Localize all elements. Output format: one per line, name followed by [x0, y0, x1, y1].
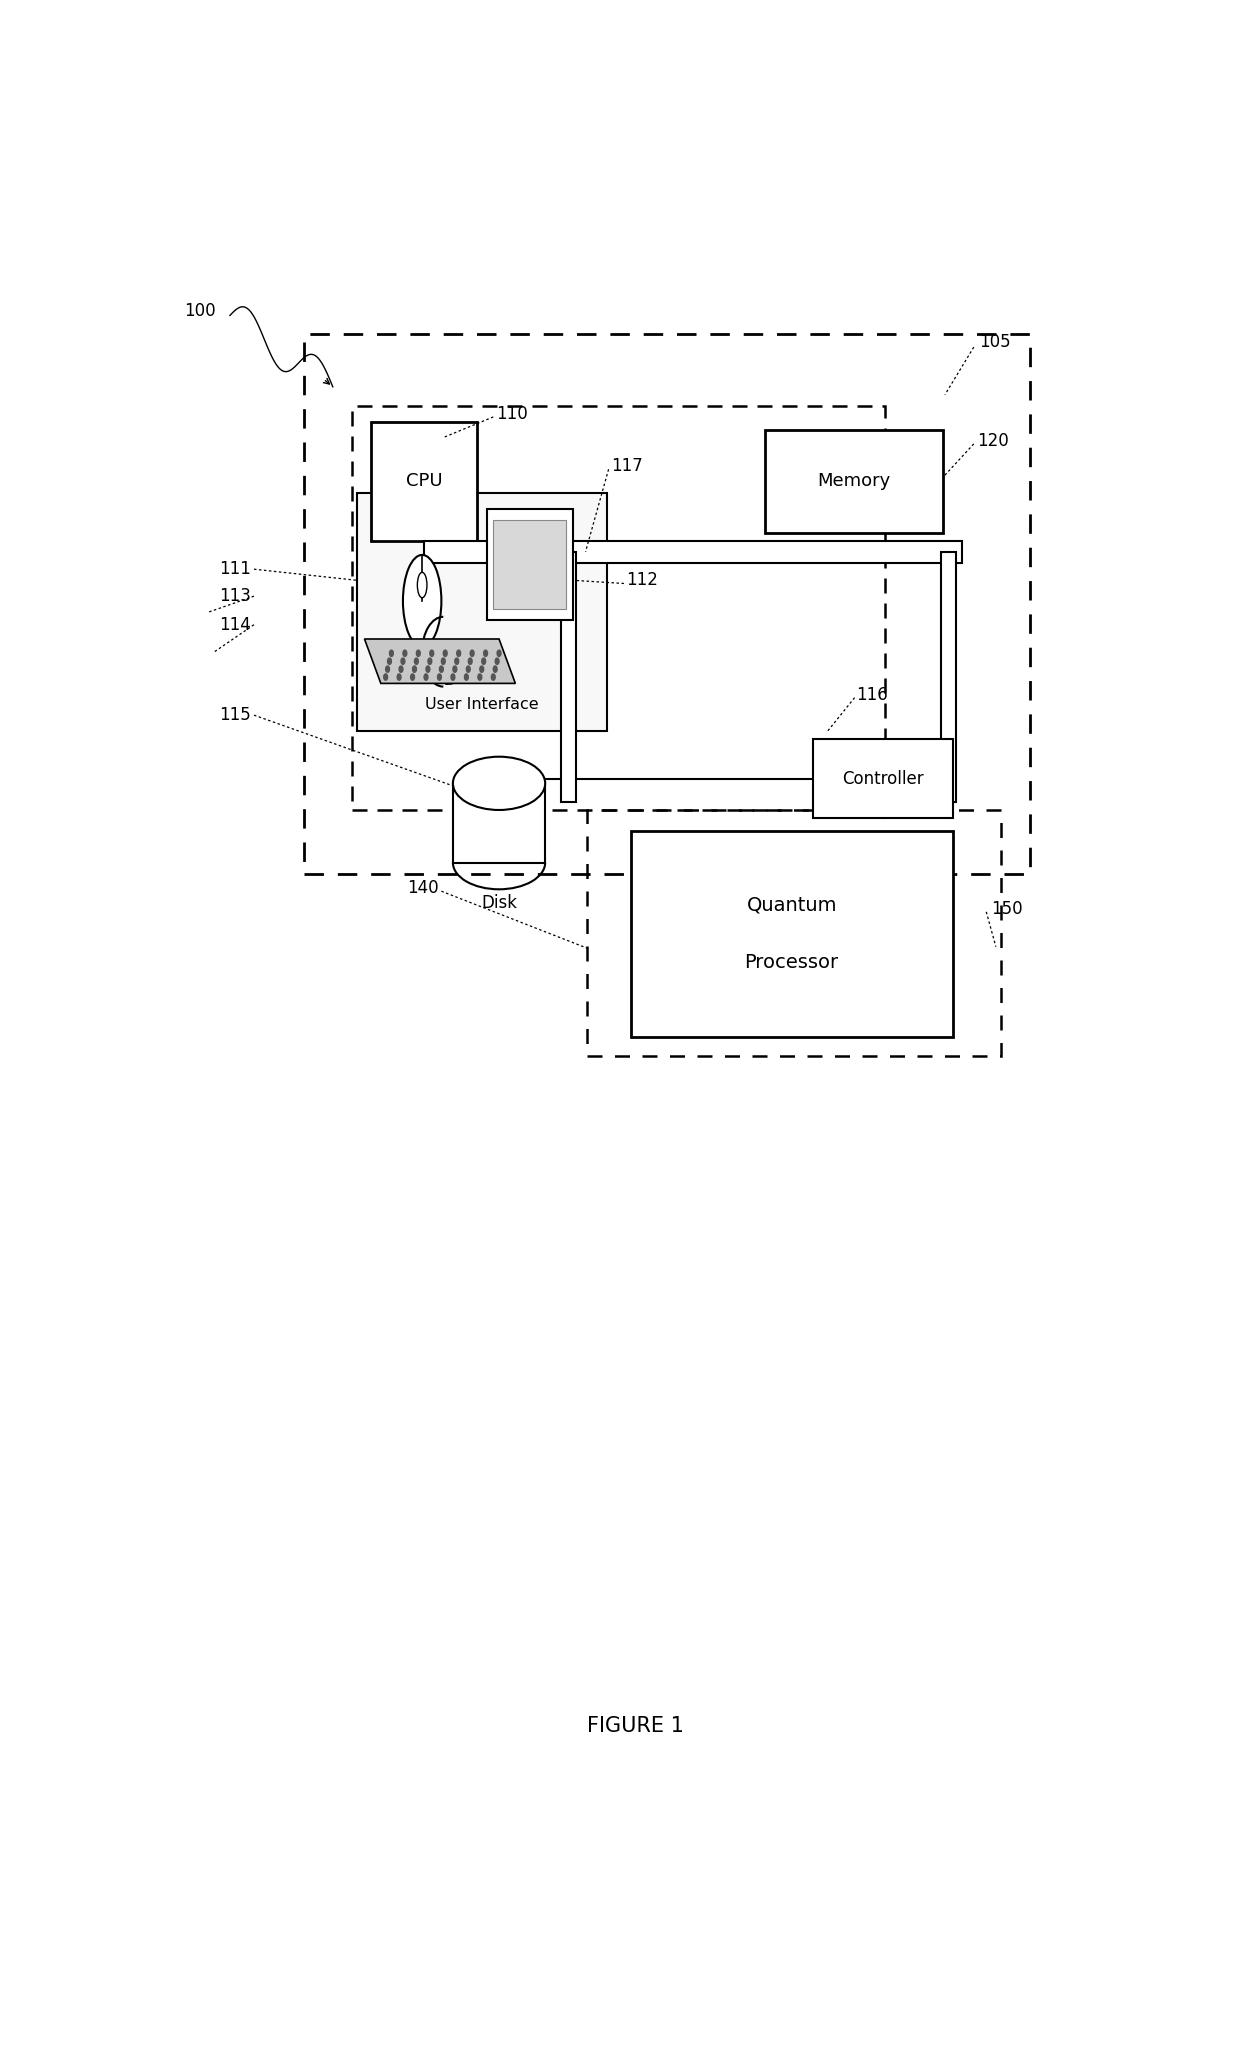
Circle shape — [439, 665, 444, 672]
Bar — [352, 406, 885, 810]
Circle shape — [383, 674, 388, 680]
Text: User Interface: User Interface — [425, 696, 538, 713]
Bar — [813, 740, 952, 818]
Circle shape — [451, 674, 455, 680]
Circle shape — [480, 665, 484, 672]
Ellipse shape — [418, 573, 427, 597]
Text: 115: 115 — [219, 707, 250, 725]
Circle shape — [481, 657, 486, 665]
Circle shape — [417, 651, 420, 657]
Bar — [588, 810, 1001, 1057]
Bar — [560, 552, 575, 803]
Circle shape — [410, 674, 414, 680]
Text: 140: 140 — [407, 880, 439, 896]
Text: CPU: CPU — [405, 472, 443, 490]
Circle shape — [428, 657, 432, 665]
Circle shape — [465, 674, 469, 680]
Text: Processor: Processor — [744, 954, 838, 972]
Circle shape — [456, 651, 460, 657]
Circle shape — [388, 657, 392, 665]
Circle shape — [403, 651, 407, 657]
Text: 111: 111 — [219, 560, 250, 579]
Circle shape — [397, 674, 401, 680]
Text: 100: 100 — [184, 301, 216, 319]
Circle shape — [438, 674, 441, 680]
Circle shape — [441, 657, 445, 665]
Circle shape — [389, 651, 393, 657]
Circle shape — [484, 651, 487, 657]
Text: 110: 110 — [496, 404, 528, 422]
Circle shape — [453, 665, 456, 672]
Circle shape — [399, 665, 403, 672]
Bar — [453, 783, 546, 863]
Text: FIGURE 1: FIGURE 1 — [587, 1716, 684, 1735]
Circle shape — [386, 665, 389, 672]
Text: 150: 150 — [991, 900, 1023, 917]
Circle shape — [424, 674, 428, 680]
Circle shape — [401, 657, 404, 665]
Bar — [486, 509, 573, 620]
Text: Disk: Disk — [481, 894, 517, 913]
Text: 116: 116 — [857, 686, 888, 705]
Ellipse shape — [403, 554, 441, 647]
Circle shape — [413, 665, 417, 672]
Circle shape — [497, 651, 501, 657]
Circle shape — [494, 665, 497, 672]
Bar — [941, 552, 956, 803]
Bar — [765, 431, 944, 534]
Bar — [424, 540, 962, 562]
Circle shape — [470, 651, 474, 657]
Text: 117: 117 — [611, 457, 644, 476]
Text: Memory: Memory — [817, 472, 890, 490]
Bar — [494, 519, 567, 610]
Text: Quantum: Quantum — [746, 896, 837, 915]
Ellipse shape — [453, 756, 546, 810]
Text: 120: 120 — [977, 433, 1008, 449]
Text: 112: 112 — [626, 571, 657, 589]
Circle shape — [491, 674, 495, 680]
Circle shape — [495, 657, 498, 665]
Text: 113: 113 — [219, 587, 250, 606]
Circle shape — [444, 651, 448, 657]
Bar — [371, 422, 477, 540]
Circle shape — [427, 665, 430, 672]
Polygon shape — [365, 639, 516, 684]
Bar — [631, 830, 952, 1036]
Circle shape — [469, 657, 472, 665]
Bar — [304, 334, 1029, 873]
Text: 114: 114 — [219, 616, 250, 634]
Text: 105: 105 — [980, 334, 1011, 352]
Circle shape — [414, 657, 418, 665]
Circle shape — [477, 674, 481, 680]
Circle shape — [455, 657, 459, 665]
Text: Controller: Controller — [842, 770, 924, 787]
Circle shape — [430, 651, 434, 657]
Bar — [357, 492, 606, 731]
Circle shape — [466, 665, 470, 672]
